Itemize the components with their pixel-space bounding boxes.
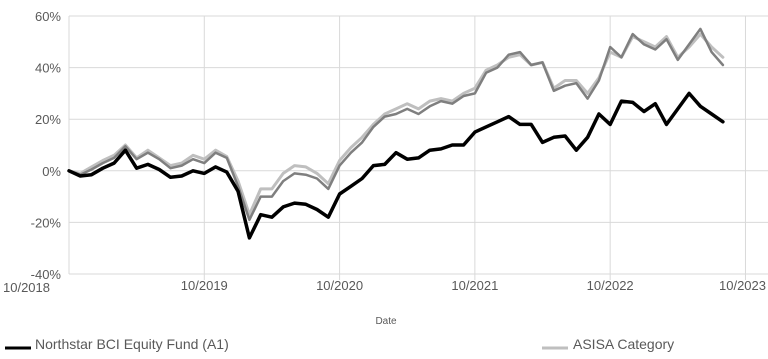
legend: Northstar BCI Equity Fund (A1) ASISA Cat… [5, 336, 674, 352]
x-tick-label: 10/2023 [719, 278, 766, 293]
y-tick-label: 60% [35, 9, 61, 24]
tick-layer: -40% -20% 0% 20% 40% 60% 10/2018 10/2019 10/2020… [3, 9, 766, 295]
grid-layer [68, 15, 768, 280]
x-axis-label: Date [375, 316, 397, 327]
y-tick-label: -40% [31, 267, 62, 282]
x-tick-label: 10/2022 [587, 278, 634, 293]
y-tick-label: 20% [35, 112, 61, 127]
legend-fund-label: Northstar BCI Equity Fund (A1) [35, 336, 229, 352]
x-tick-label: 10/2019 [181, 278, 228, 293]
legend-category-label: ASISA Category [573, 336, 674, 352]
y-tick-label: 0% [42, 164, 61, 179]
x-tick-label: 10/2021 [451, 278, 498, 293]
x-tick-label: 10/2020 [316, 278, 363, 293]
series-line [67, 27, 725, 222]
y-tick-label: -20% [31, 215, 62, 230]
y-tick-label: 40% [35, 61, 61, 76]
x-tick-label: 10/2018 [3, 280, 50, 295]
series-line [67, 91, 725, 240]
series-layer [67, 27, 725, 240]
series-line [67, 32, 725, 217]
